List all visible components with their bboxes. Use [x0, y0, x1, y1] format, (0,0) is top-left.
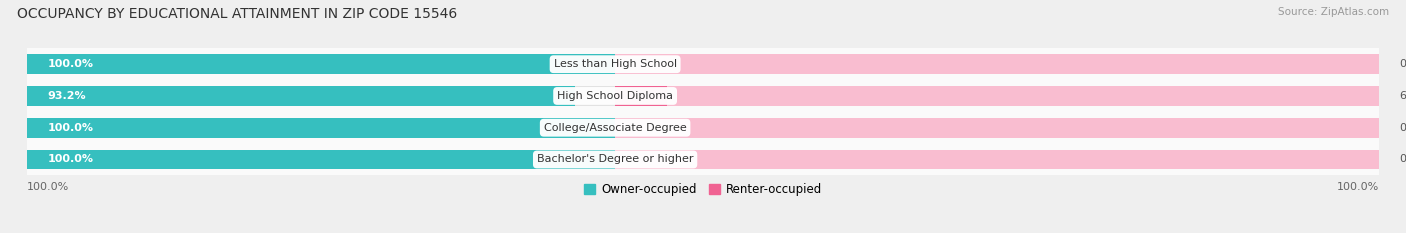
Text: 100.0%: 100.0% [48, 123, 93, 133]
Text: 100.0%: 100.0% [1337, 182, 1379, 192]
Bar [27, 150, 616, 169]
Text: 100.0%: 100.0% [48, 59, 93, 69]
Bar [27, 54, 1379, 74]
Text: 0.0%: 0.0% [1399, 123, 1406, 133]
Bar [616, 54, 1379, 74]
Text: OCCUPANCY BY EDUCATIONAL ATTAINMENT IN ZIP CODE 15546: OCCUPANCY BY EDUCATIONAL ATTAINMENT IN Z… [17, 7, 457, 21]
Bar [27, 118, 1379, 137]
Bar [27, 144, 1379, 175]
Text: 0.0%: 0.0% [1399, 154, 1406, 164]
Bar [27, 118, 616, 137]
Text: High School Diploma: High School Diploma [557, 91, 673, 101]
Text: College/Associate Degree: College/Associate Degree [544, 123, 686, 133]
Bar [616, 150, 1379, 169]
Bar [616, 86, 1379, 106]
Text: 100.0%: 100.0% [27, 182, 69, 192]
Text: Bachelor's Degree or higher: Bachelor's Degree or higher [537, 154, 693, 164]
Text: 6.8%: 6.8% [1399, 91, 1406, 101]
Legend: Owner-occupied, Renter-occupied: Owner-occupied, Renter-occupied [579, 178, 827, 201]
Bar [616, 118, 1379, 137]
Text: 100.0%: 100.0% [48, 154, 93, 164]
Bar [27, 112, 1379, 144]
Text: Source: ZipAtlas.com: Source: ZipAtlas.com [1278, 7, 1389, 17]
Bar [27, 86, 1379, 106]
Text: 0.0%: 0.0% [1399, 59, 1406, 69]
Bar [27, 54, 616, 74]
Text: 93.2%: 93.2% [48, 91, 86, 101]
Bar [616, 86, 666, 106]
Bar [27, 80, 1379, 112]
Bar [27, 48, 1379, 80]
Text: Less than High School: Less than High School [554, 59, 676, 69]
Bar [27, 86, 575, 106]
Bar [27, 150, 1379, 169]
